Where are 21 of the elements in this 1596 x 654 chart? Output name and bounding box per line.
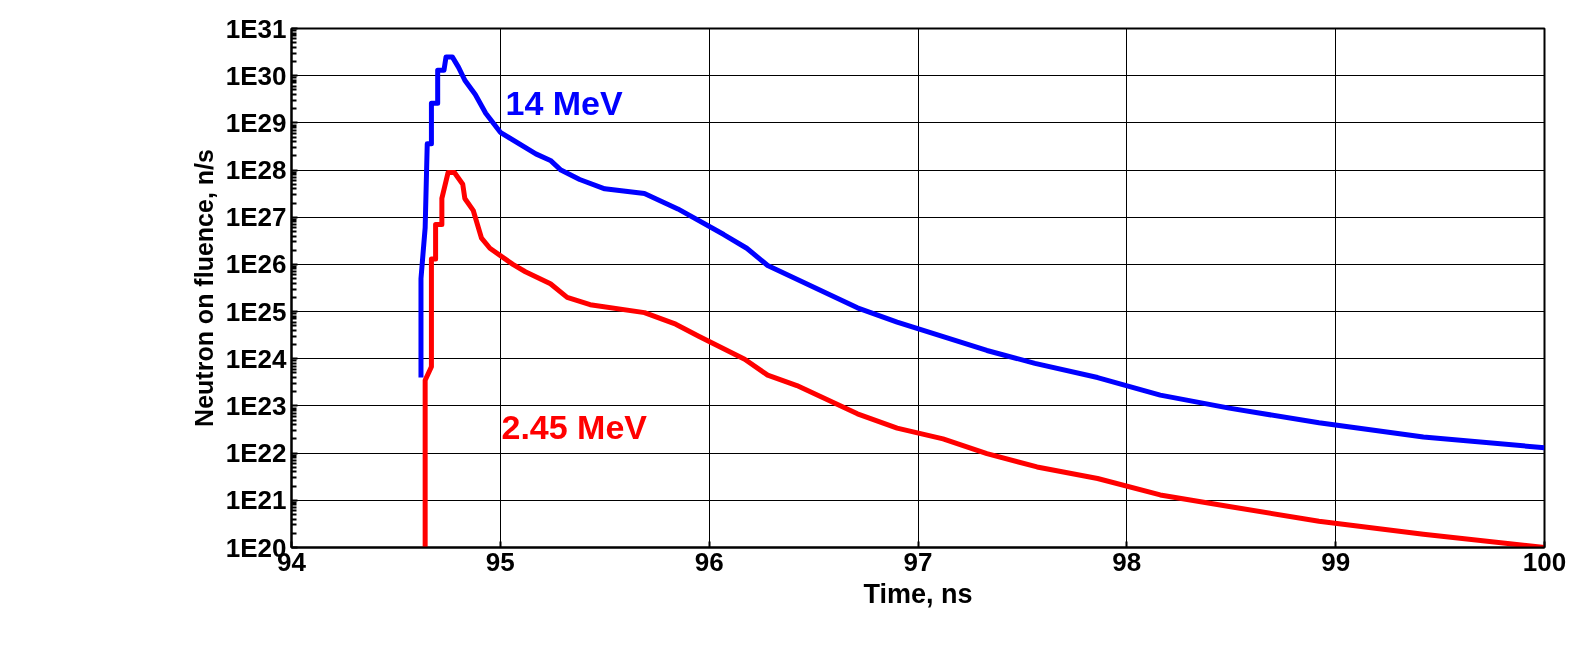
x-tick-label: 96 <box>694 546 724 577</box>
y-tick-label: 1E30 <box>225 60 287 91</box>
y-tick-label: 1E23 <box>225 390 287 421</box>
y-tick-label: 1E27 <box>225 202 287 233</box>
x-tick-label: 100 <box>1522 546 1567 577</box>
x-axis-title: Time, ns <box>863 578 973 609</box>
y-tick-label: 1E29 <box>225 107 287 138</box>
y-tick-label: 1E26 <box>225 249 287 280</box>
y-tick-label: 1E25 <box>225 296 287 327</box>
x-tick-label: 98 <box>1112 546 1142 577</box>
annotation: 14 MeV <box>505 83 623 122</box>
x-tick-label: 95 <box>485 546 515 577</box>
x-tick-label: 99 <box>1321 546 1351 577</box>
y-tick-label: 1E21 <box>225 485 287 516</box>
y-axis-title: Neutron on fluence, n/s <box>189 149 218 427</box>
annotation: 2.45 MeV <box>501 407 648 446</box>
y-tick-label: 1E22 <box>225 438 287 469</box>
y-tick-label: 1E28 <box>225 155 287 186</box>
y-tick-label: 1E24 <box>225 343 288 374</box>
y-tick-label: 1E31 <box>225 13 287 44</box>
x-tick-label: 97 <box>903 546 933 577</box>
